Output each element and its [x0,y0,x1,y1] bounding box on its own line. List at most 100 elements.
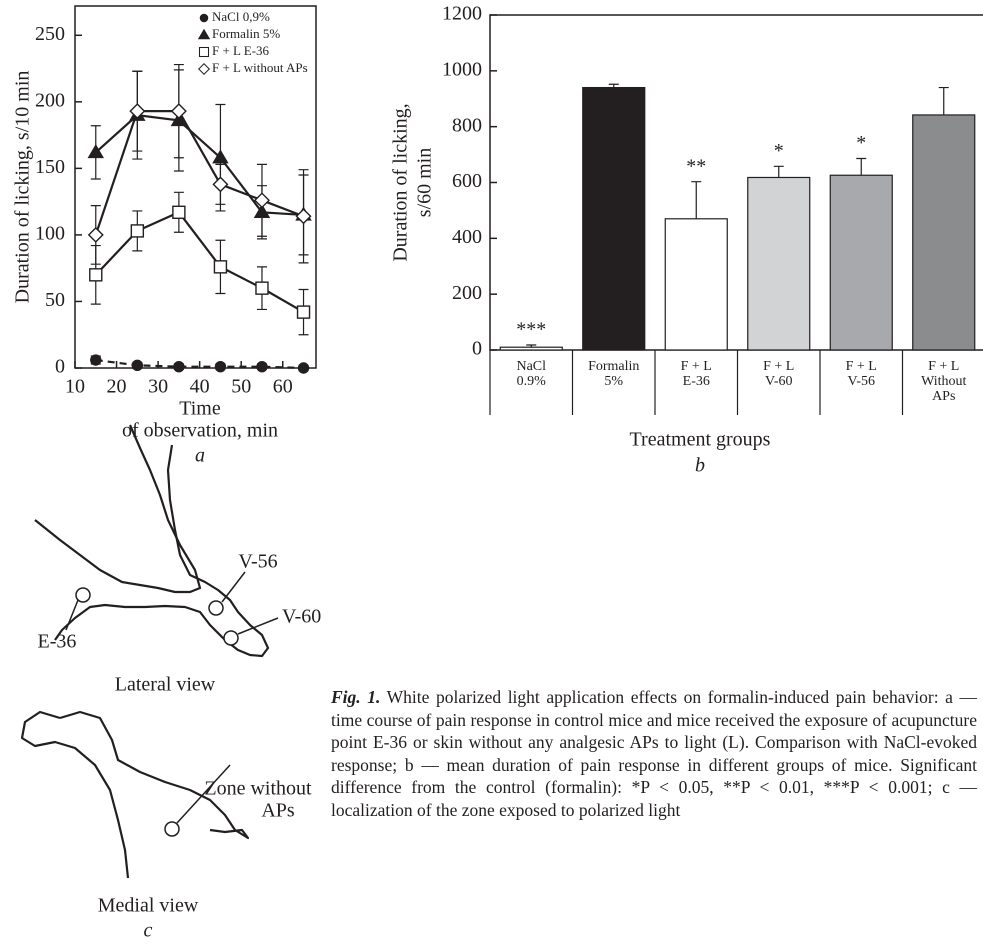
x-tick-label: F + L [763,359,794,374]
x-tick-label: V-56 [848,374,876,389]
y-tick-label: 600 [452,170,482,192]
series-line [94,210,305,314]
legend-marker [197,28,211,40]
y-tick-label: 150 [35,156,65,178]
x-tick-label: 50 [231,376,251,398]
y-tick-label: 400 [452,226,482,248]
significance-label: ** [686,155,706,177]
marker [129,103,146,120]
point-label: V-60 [282,606,321,628]
axes-frame [489,14,983,351]
point-label: E-36 [38,631,77,653]
marker [296,305,311,319]
y-tick-label: 1200 [442,3,482,25]
lateral-points [65,571,279,646]
x-tick-label: 60 [273,376,293,398]
x-tick-label: F + L [928,359,959,374]
significance-label: * [856,132,866,154]
marker [89,268,103,282]
x-tick-label: 10 [65,376,85,398]
zone-label: Zone without [204,778,312,800]
legend-marker [198,46,210,58]
marker [131,359,144,372]
lateral-outline [34,424,270,658]
marker [295,208,312,225]
marker [212,176,229,193]
bar [912,114,976,351]
marker [212,149,229,164]
y-tick-label: 50 [45,289,65,311]
y-tick-label: 0 [472,338,482,360]
medial-zone [164,764,231,837]
x-tick-label: Formalin [588,359,639,374]
x-axis-label: Treatment groups [630,429,771,451]
y-tick-label: 100 [35,223,65,245]
bar [664,218,728,351]
x-tick-label: 40 [190,376,210,398]
legend-marker [198,63,210,75]
panel-label: b [695,455,705,477]
legend-label: Formalin 5% [212,26,280,41]
y-tick-label: 200 [452,282,482,304]
marker [130,224,145,238]
series-line [94,110,304,236]
marker [172,205,186,219]
bar [747,176,811,351]
x-tick-label: APs [932,389,955,404]
x-tick-label: F + L [846,359,877,374]
x-tick-label: F + L [681,359,712,374]
x-tick-label: NaCl [516,359,546,374]
legend-label: F + L without APs [212,60,308,75]
marker [253,192,270,209]
marker [214,360,227,373]
x-tick-label: 0.9% [517,374,547,389]
y-axis-label: Duration of licking, s/10 min [12,71,34,304]
y-tick-label: 250 [35,23,65,45]
plot-frame [74,5,317,369]
error-bar [856,157,867,176]
series-line [95,113,304,217]
significance-label: * [774,140,784,162]
significance-label: *** [516,319,546,341]
legend-label: NaCl 0,9% [212,9,270,24]
marker [173,360,185,373]
series-line [95,358,304,370]
point-label: V-56 [238,551,277,573]
view-caption: Medial view [98,895,199,917]
marker [297,362,310,374]
marker [255,281,269,295]
medial-outline [20,710,250,879]
figure-caption: Fig. 1. White polarized light applicatio… [331,686,977,821]
bar [582,86,646,351]
x-tick-label: Without [921,374,966,389]
x-tick-label: E-36 [683,374,710,389]
error-bar [691,181,702,219]
legend-label: F + L E-36 [212,43,270,58]
x-tick-label: 30 [148,376,168,398]
legend-marker [199,13,209,23]
x-tick-label: 20 [107,376,127,398]
y-tick-label: 200 [35,89,65,111]
bar [829,174,893,351]
marker [87,144,104,159]
marker [87,226,104,243]
caption-label: Fig. 1. [331,687,381,707]
marker [256,360,268,373]
x-axis-label: of observation, min [122,420,278,442]
marker [90,354,102,366]
panel-label: a [195,445,205,467]
view-caption: Lateral view [115,674,216,696]
zone-label: APs [261,800,295,822]
y-tick-label: 800 [452,114,482,136]
y-tick-label: 1000 [442,58,482,80]
marker [213,260,228,274]
panel-label: c [144,920,153,942]
y-axis-label: s/60 min [414,148,436,217]
x-tick-label: V-60 [765,374,793,389]
caption-text: White polarized light application effect… [331,687,977,820]
bar [499,346,563,351]
x-axis-label: Time [179,398,221,420]
y-axis-label: Duration of licking, [390,103,412,261]
error-bar [938,86,949,115]
